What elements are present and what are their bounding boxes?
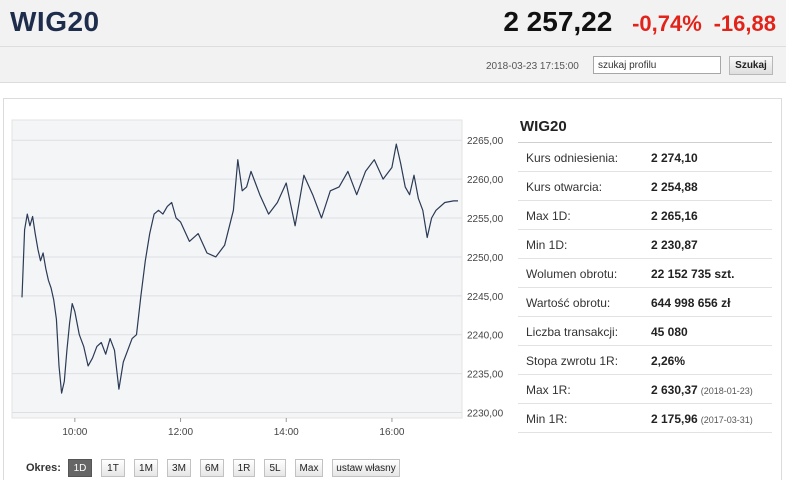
- info-row-label: Kurs odniesienia:: [526, 151, 619, 165]
- y-tick-label: 2245,00: [467, 292, 504, 303]
- period-button-ustaw-własny[interactable]: ustaw własny: [332, 459, 400, 477]
- intraday-line-chart: 2230,00 2235,00 2240,00 2245,00 2250,00 2255,…: [11, 119, 504, 438]
- info-row: Max 1R: 2 630,37 (2018-01-23): [518, 375, 772, 404]
- info-row: Min 1R: 2 175,96 (2017-03-31): [518, 404, 772, 433]
- info-row-value-text: 2 254,88: [651, 180, 698, 194]
- y-tick-label: 2240,00: [467, 331, 504, 342]
- info-row-label: Liczba transakcji:: [526, 325, 619, 339]
- info-row-value-text: 45 080: [651, 325, 688, 339]
- info-row: Wolumen obrotu: 22 152 735 szt.: [518, 259, 772, 288]
- info-row: Liczba transakcji: 45 080: [518, 317, 772, 346]
- info-row-label: Min 1R:: [526, 412, 568, 426]
- info-row-label: Kurs otwarcia:: [526, 180, 603, 194]
- y-tick-label: 2230,00: [467, 409, 504, 420]
- index-title: WIG20: [10, 6, 100, 37]
- info-row-value-text: 2 230,87: [651, 238, 698, 252]
- info-row-value-text: 2 274,10: [651, 151, 698, 165]
- search-button[interactable]: Szukaj: [729, 56, 773, 75]
- x-tick-label: 10:00: [62, 427, 87, 438]
- y-tick-label: 2265,00: [467, 136, 504, 147]
- info-row-value-text: 2 265,16: [651, 209, 698, 223]
- info-row-label: Wartość obrotu:: [526, 296, 611, 310]
- info-row: Min 1D: 2 230,87: [518, 230, 772, 259]
- info-row-value-text: 644 998 656 zł: [651, 296, 731, 310]
- header-divider: [0, 46, 786, 47]
- period-button-1m[interactable]: 1M: [134, 459, 158, 477]
- info-row-date: (2017-03-31): [700, 415, 753, 425]
- info-row-label: Wolumen obrotu:: [526, 267, 618, 281]
- x-tick-label: 14:00: [274, 427, 299, 438]
- period-button-1d[interactable]: 1D: [68, 459, 92, 477]
- info-row-label: Min 1D:: [526, 238, 568, 252]
- info-row-value-text: 2,26%: [651, 354, 686, 368]
- y-tick-label: 2260,00: [467, 175, 504, 186]
- info-row-value: 22 152 735 szt.: [651, 267, 734, 281]
- period-button-5l[interactable]: 5L: [264, 459, 286, 477]
- info-row-value-text: 2 630,37: [651, 383, 698, 397]
- quote-timestamp: 2018-03-23 17:15:00: [486, 61, 579, 72]
- info-row-value: 2 175,96 (2017-03-31): [651, 412, 753, 426]
- y-tick-label: 2255,00: [467, 214, 504, 225]
- y-tick-label: 2250,00: [467, 253, 504, 264]
- info-row-label: Max 1R:: [526, 383, 571, 397]
- period-button-1t[interactable]: 1T: [101, 459, 125, 477]
- info-row-value: 45 080: [651, 325, 688, 339]
- period-label: Okres:: [26, 462, 61, 474]
- info-row-value-text: 22 152 735 szt.: [651, 267, 735, 281]
- info-rows: Kurs odniesienia: 2 274,10 Kurs otwarcia: 2…: [518, 143, 772, 433]
- period-button-1r[interactable]: 1R: [233, 459, 255, 477]
- info-row-value: 2 254,88: [651, 180, 698, 194]
- change-absolute: -16,88: [713, 11, 776, 36]
- info-row-value: 2 630,37 (2018-01-23): [651, 383, 753, 397]
- info-row-value: 2 265,16: [651, 209, 698, 223]
- info-row: Max 1D: 2 265,16: [518, 201, 772, 230]
- info-row: Kurs otwarcia: 2 254,88: [518, 172, 772, 201]
- period-button-max[interactable]: Max: [295, 459, 323, 477]
- info-row: Wartość obrotu: 644 998 656 zł: [518, 288, 772, 317]
- current-price: 2 257,22: [503, 6, 613, 37]
- profile-search-input[interactable]: [593, 56, 721, 74]
- quote-summary: 2 257,22 -0,74% -16,88: [503, 6, 776, 38]
- change-percent: -0,74%: [632, 11, 702, 36]
- price-series-line: [21, 143, 458, 394]
- info-row: Kurs odniesienia: 2 274,10: [518, 143, 772, 172]
- period-button-6m[interactable]: 6M: [200, 459, 224, 477]
- info-row: Stopa zwrotu 1R: 2,26%: [518, 346, 772, 375]
- index-info-table: WIG20 Kurs odniesienia: 2 274,10 Kurs otwa…: [518, 112, 772, 433]
- info-row-value: 2,26%: [651, 354, 685, 368]
- x-tick-label: 12:00: [168, 427, 193, 438]
- info-title: WIG20: [518, 112, 772, 143]
- y-tick-label: 2235,00: [467, 370, 504, 381]
- period-button-3m[interactable]: 3M: [167, 459, 191, 477]
- info-row-value-text: 2 175,96: [651, 412, 698, 426]
- info-row-value: 644 998 656 zł: [651, 296, 730, 310]
- info-row-value: 2 230,87: [651, 238, 698, 252]
- info-row-value: 2 274,10: [651, 151, 698, 165]
- info-row-label: Stopa zwrotu 1R:: [526, 354, 619, 368]
- quote-header: WIG20 2 257,22 -0,74% -16,88 2018-03-23 …: [0, 0, 786, 83]
- info-row-label: Max 1D:: [526, 209, 571, 223]
- x-tick-label: 16:00: [379, 427, 404, 438]
- info-row-date: (2018-01-23): [700, 386, 753, 396]
